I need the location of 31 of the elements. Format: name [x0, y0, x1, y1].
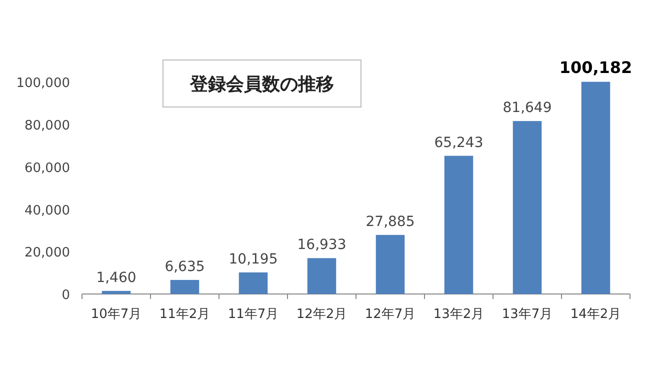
x-tick-label: 13年7月: [502, 307, 553, 322]
data-label: 16,933: [297, 237, 346, 254]
bar: [238, 272, 268, 294]
x-tick-label: 12年7月: [364, 307, 416, 322]
x-tick-label: 11年7月: [228, 307, 279, 322]
x-tick-label: 13年2月: [433, 307, 484, 322]
bar: [102, 290, 131, 294]
y-tick-label: 0: [62, 288, 70, 303]
bar: [307, 258, 336, 294]
x-tick-label: 11年2月: [159, 307, 210, 322]
data-label: 1,460: [96, 270, 136, 286]
y-tick-label: 60,000: [24, 160, 70, 176]
text: 登録会員数の推移: [189, 74, 334, 95]
data-label: 81,649: [502, 100, 552, 116]
x-tick-label: 12年2月: [296, 307, 348, 322]
bar: [170, 280, 200, 294]
y-tick-label: 100,000: [16, 76, 70, 92]
data-label: 65,243: [434, 134, 484, 151]
bar: [444, 156, 474, 294]
data-label: 6,635: [164, 258, 205, 275]
bar: [512, 121, 542, 294]
bar: [376, 234, 405, 294]
x-tick-label: 10年7月: [90, 307, 142, 322]
data-label: 100,182: [559, 58, 632, 77]
y-tick-label: 80,000: [24, 118, 70, 134]
y-tick-label: 40,000: [24, 203, 70, 218]
data-label: 27,885: [366, 214, 415, 230]
x-tick-label: 14年2月: [570, 307, 622, 322]
bar: [581, 82, 610, 294]
y-tick-label: 20,000: [24, 246, 70, 261]
data-label: 10,195: [228, 251, 278, 268]
